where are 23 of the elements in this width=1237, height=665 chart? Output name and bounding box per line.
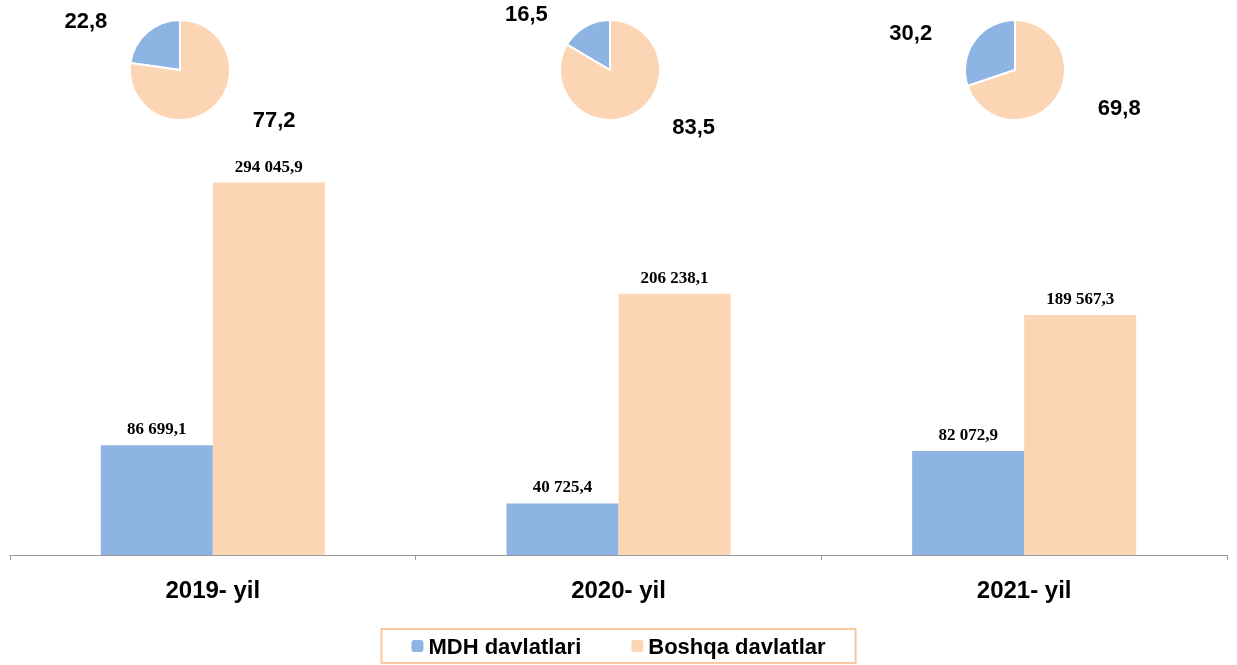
x-tick-label: 2020- yil: [571, 575, 666, 603]
data-label: 16,5: [504, 1, 548, 27]
bar: [212, 182, 325, 555]
bar: [618, 293, 731, 555]
data-label: 83,5: [672, 113, 716, 139]
data-label: 189 567,3: [1046, 288, 1115, 308]
bar: [912, 451, 1025, 555]
data-label: 22,8: [64, 8, 108, 34]
legend-label: Boshqa davlatlar: [648, 633, 826, 659]
data-label: 82 072,9: [938, 425, 998, 445]
bar: [100, 445, 213, 555]
data-label: 69,8: [1097, 95, 1141, 121]
bar: [506, 503, 619, 555]
data-label: 294 045,9: [234, 156, 303, 176]
x-tick-label: 2021- yil: [976, 575, 1072, 603]
bar: [1024, 314, 1137, 555]
data-label: 40 725,4: [532, 477, 593, 497]
data-label: 77,2: [252, 106, 296, 132]
data-label: 30,2: [889, 19, 933, 45]
legend-label: MDH davlatlari: [428, 633, 582, 659]
x-tick-label: 2019- yil: [165, 575, 261, 603]
data-label: 86 699,1: [127, 419, 187, 439]
data-label: 206 238,1: [640, 267, 709, 287]
